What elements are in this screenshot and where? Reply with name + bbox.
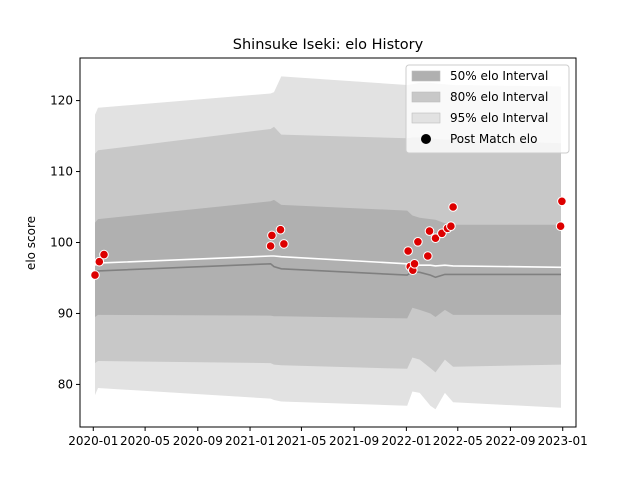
x-tick-label: 2021-05: [276, 434, 326, 448]
x-axis: 2020-01 2020-05 2020-09 2021-01 2021-05 2021-…: [68, 427, 588, 448]
legend-label: 50% elo Interval: [450, 69, 548, 83]
post-match-point: [413, 237, 423, 247]
post-match-point: [90, 270, 100, 280]
legend-swatch: [411, 91, 441, 103]
x-tick-label: 2021-09: [329, 434, 379, 448]
x-tick-label: 2020-01: [68, 434, 118, 448]
post-match-point: [279, 239, 289, 249]
y-tick-label: 90: [58, 306, 73, 320]
post-match-point: [430, 233, 441, 243]
x-tick-label: 2023-01: [538, 434, 588, 448]
legend-swatch: [411, 112, 441, 124]
post-match-point: [94, 256, 105, 267]
x-tick-label: 2020-09: [173, 434, 223, 448]
post-match-point: [267, 230, 277, 241]
legend-box: [405, 64, 570, 154]
x-tick-label: 2021-01: [225, 434, 275, 448]
x-tick-label: 2022-09: [485, 434, 535, 448]
y-tick-label: 100: [50, 236, 73, 250]
y-axis-label: elo score: [24, 216, 38, 270]
y-tick-label: 120: [50, 94, 73, 108]
post-match-point: [555, 221, 566, 231]
x-tick-label: 2020-05: [120, 434, 170, 448]
legend-label: Post Match elo: [450, 132, 537, 146]
post-match-point: [99, 249, 109, 260]
chart-title: Shinsuke Iseki: elo History: [233, 37, 424, 53]
post-match-point: [403, 246, 413, 256]
post-match-point: [424, 226, 435, 236]
plot-area: [79, 57, 577, 428]
legend: 50% elo Interval 80% elo Interval 95% elo …: [405, 64, 570, 154]
post-match-point: [275, 224, 286, 235]
x-tick-label: 2022-05: [433, 434, 483, 448]
post-match-point: [409, 259, 420, 269]
post-match-point: [423, 251, 433, 261]
post-match-point: [265, 241, 276, 251]
post-match-point: [448, 202, 458, 212]
legend-marker: [421, 134, 431, 144]
legend-label: 80% elo Interval: [450, 90, 548, 104]
post-match-point: [446, 221, 456, 231]
legend-swatch: [411, 70, 441, 82]
x-tick-label: 2022-01: [381, 434, 431, 448]
legend-label: 95% elo Interval: [450, 111, 548, 125]
y-tick-label: 80: [58, 377, 73, 391]
post-match-point: [557, 196, 567, 207]
y-axis: 80 90 100 110 120: [50, 94, 80, 391]
y-tick-label: 110: [50, 165, 73, 179]
